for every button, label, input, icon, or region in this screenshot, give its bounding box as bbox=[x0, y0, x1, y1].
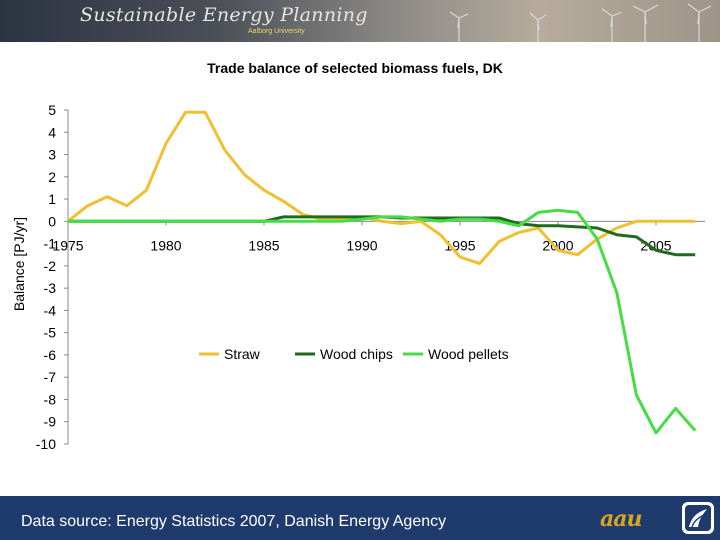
y-tick-label: 0 bbox=[48, 213, 56, 229]
y-tick-label: -6 bbox=[44, 347, 57, 363]
y-tick-label: -9 bbox=[44, 414, 57, 430]
y-tick-label: -3 bbox=[44, 280, 57, 296]
x-tick-label: 1990 bbox=[346, 237, 377, 253]
data-source-text: Data source: Energy Statistics 2007, Dan… bbox=[21, 513, 447, 530]
banner-subtitle: Aalborg University bbox=[248, 28, 305, 35]
y-tick-label: -7 bbox=[44, 369, 57, 385]
aau-logo-icon bbox=[682, 502, 714, 534]
y-tick-label: 5 bbox=[48, 102, 56, 118]
y-tick-label: -5 bbox=[44, 325, 57, 341]
x-tick-label: 1980 bbox=[150, 237, 181, 253]
legend-label: Wood pellets bbox=[428, 346, 509, 362]
chart-title: Trade balance of selected biomass fuels,… bbox=[207, 60, 503, 76]
y-tick-label: -8 bbox=[44, 391, 57, 407]
y-axis-label: Balance [PJ/yr] bbox=[11, 217, 27, 311]
x-tick-label: 1975 bbox=[52, 237, 83, 253]
footer-bar: Data source: Energy Statistics 2007, Dan… bbox=[0, 496, 720, 540]
y-tick-label: 2 bbox=[48, 169, 56, 185]
banner-title: Sustainable Energy Planning bbox=[80, 4, 368, 26]
y-tick-label: 4 bbox=[48, 124, 56, 140]
series-line-straw bbox=[67, 110, 696, 266]
series-line-wood-pellets bbox=[68, 208, 697, 435]
y-tick-label: -2 bbox=[44, 258, 57, 274]
legend-label: Straw bbox=[224, 346, 261, 362]
y-tick-label: -1 bbox=[44, 236, 57, 252]
wind-turbines-image bbox=[449, 3, 712, 42]
x-tick-label: 2005 bbox=[640, 237, 671, 253]
chart-legend: Straw Wood chips Wood pellets bbox=[199, 346, 509, 362]
y-tick-label: -10 bbox=[36, 436, 56, 452]
y-tick-label: 3 bbox=[48, 147, 56, 163]
x-tick-label: 1985 bbox=[248, 237, 279, 253]
y-tick-label: -4 bbox=[44, 302, 57, 318]
y-tick-label: 1 bbox=[48, 191, 56, 207]
header-banner: Sustainable Energy Planning Aalborg Univ… bbox=[0, 0, 720, 42]
line-chart: Trade balance of selected biomass fuels,… bbox=[11, 60, 705, 452]
legend-label: Wood chips bbox=[320, 346, 393, 362]
aau-logo-text: aau bbox=[600, 506, 643, 532]
